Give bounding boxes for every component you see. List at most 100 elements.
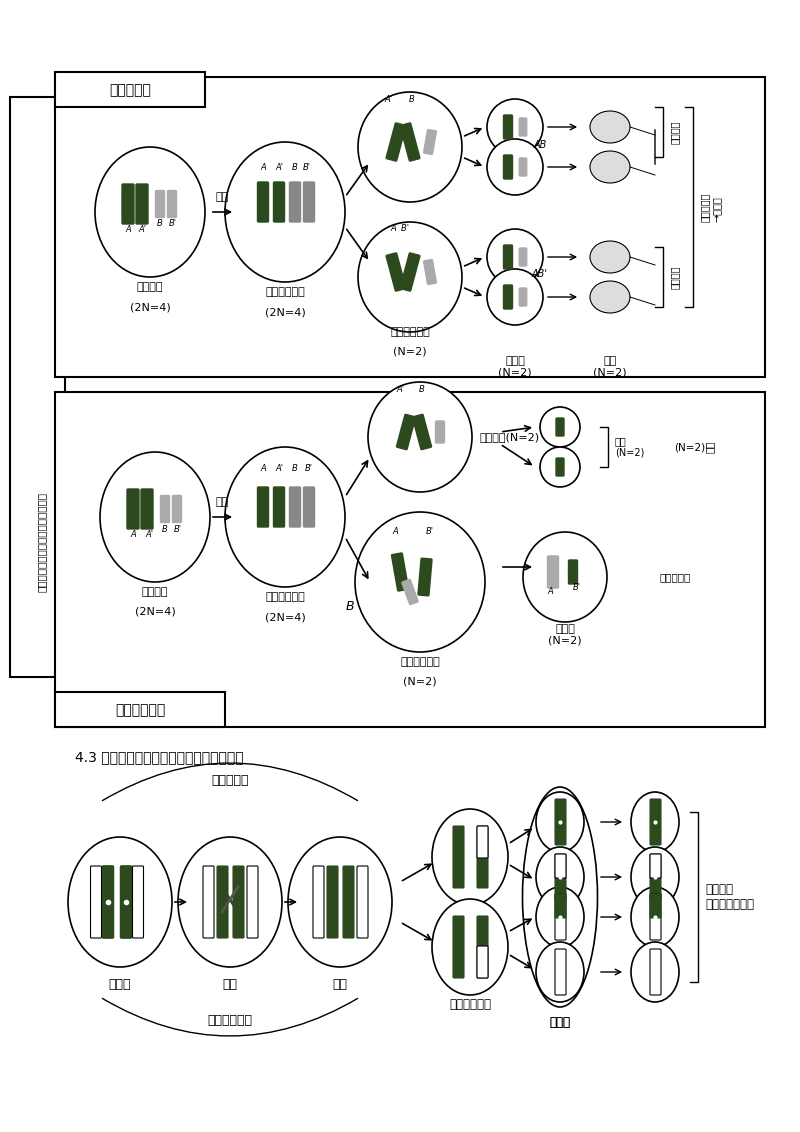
FancyBboxPatch shape: [555, 949, 566, 995]
FancyBboxPatch shape: [556, 418, 564, 436]
Ellipse shape: [487, 229, 543, 285]
FancyBboxPatch shape: [424, 129, 436, 154]
Text: B': B': [305, 464, 313, 473]
FancyBboxPatch shape: [503, 245, 513, 269]
Text: B: B: [162, 524, 168, 533]
FancyBboxPatch shape: [217, 866, 228, 938]
FancyBboxPatch shape: [386, 252, 406, 291]
Text: A: A: [392, 528, 398, 537]
Text: B': B': [303, 163, 311, 172]
FancyBboxPatch shape: [274, 487, 285, 528]
Text: 精细胞: 精细胞: [550, 1015, 570, 1029]
Text: B': B': [169, 220, 177, 229]
FancyBboxPatch shape: [247, 866, 258, 938]
FancyBboxPatch shape: [650, 949, 661, 995]
FancyBboxPatch shape: [133, 866, 143, 938]
Ellipse shape: [432, 809, 508, 904]
Ellipse shape: [68, 837, 172, 967]
Text: 一种卵细胞: 一种卵细胞: [660, 572, 691, 582]
Ellipse shape: [536, 887, 584, 947]
FancyBboxPatch shape: [121, 866, 131, 938]
FancyBboxPatch shape: [55, 72, 205, 108]
FancyBboxPatch shape: [477, 826, 488, 858]
FancyBboxPatch shape: [477, 916, 488, 978]
Text: 次级精母细胞: 次级精母细胞: [390, 327, 430, 337]
Ellipse shape: [432, 899, 508, 995]
Text: 精细胞: 精细胞: [550, 1015, 570, 1029]
FancyBboxPatch shape: [400, 252, 420, 291]
FancyBboxPatch shape: [136, 185, 148, 224]
FancyBboxPatch shape: [313, 866, 324, 938]
Text: B: B: [292, 464, 298, 473]
FancyBboxPatch shape: [453, 916, 464, 978]
Ellipse shape: [536, 792, 584, 852]
FancyBboxPatch shape: [519, 288, 526, 306]
FancyBboxPatch shape: [343, 866, 354, 938]
Ellipse shape: [178, 837, 282, 967]
Ellipse shape: [225, 142, 345, 282]
Text: (2N=4): (2N=4): [265, 612, 306, 621]
Text: 次级卵母细胞: 次级卵母细胞: [400, 657, 440, 667]
Text: 次级精母细胞: 次级精母细胞: [449, 997, 491, 1011]
FancyBboxPatch shape: [274, 182, 285, 222]
FancyBboxPatch shape: [453, 826, 464, 887]
Text: 卵原细胞: 卵原细胞: [142, 588, 168, 597]
Text: 四种精子
（一种卵细胞）: 四种精子 （一种卵细胞）: [705, 883, 754, 911]
FancyBboxPatch shape: [303, 487, 314, 528]
Ellipse shape: [523, 532, 607, 621]
FancyBboxPatch shape: [477, 826, 488, 887]
FancyBboxPatch shape: [167, 190, 177, 217]
Ellipse shape: [536, 847, 584, 907]
FancyBboxPatch shape: [555, 894, 566, 940]
Text: B': B': [174, 524, 182, 533]
FancyBboxPatch shape: [519, 248, 526, 266]
FancyBboxPatch shape: [121, 866, 131, 938]
Text: 精子的形成: 精子的形成: [109, 83, 151, 97]
FancyBboxPatch shape: [10, 97, 65, 677]
Ellipse shape: [225, 447, 345, 588]
FancyBboxPatch shape: [141, 489, 153, 529]
Text: 初级精母细胞: 初级精母细胞: [207, 1013, 253, 1027]
FancyBboxPatch shape: [547, 556, 558, 588]
FancyBboxPatch shape: [650, 894, 661, 918]
Text: A: A: [125, 225, 131, 234]
FancyBboxPatch shape: [258, 182, 269, 222]
Ellipse shape: [631, 887, 679, 947]
Text: A': A': [145, 531, 153, 540]
FancyBboxPatch shape: [556, 458, 564, 475]
FancyBboxPatch shape: [122, 185, 134, 224]
Text: A: A: [547, 588, 553, 597]
FancyBboxPatch shape: [258, 487, 269, 528]
Ellipse shape: [358, 92, 462, 201]
Text: B: B: [292, 163, 298, 172]
Text: 初级卵母细胞: 初级卵母细胞: [265, 592, 305, 602]
Text: 初级精母细胞: 初级精母细胞: [265, 288, 305, 297]
Ellipse shape: [100, 452, 210, 582]
Text: B: B: [346, 600, 354, 614]
FancyBboxPatch shape: [503, 285, 513, 309]
FancyBboxPatch shape: [90, 866, 102, 938]
FancyBboxPatch shape: [303, 182, 314, 222]
FancyBboxPatch shape: [519, 158, 526, 175]
Text: 复制: 复制: [215, 497, 229, 507]
FancyBboxPatch shape: [90, 866, 102, 938]
FancyBboxPatch shape: [555, 894, 566, 918]
FancyBboxPatch shape: [477, 946, 488, 978]
Ellipse shape: [487, 139, 543, 195]
Ellipse shape: [368, 381, 472, 492]
Ellipse shape: [358, 222, 462, 332]
FancyBboxPatch shape: [650, 854, 661, 900]
FancyBboxPatch shape: [391, 552, 409, 591]
Text: 卵细胞的形成: 卵细胞的形成: [115, 703, 165, 717]
Text: A': A': [396, 385, 404, 394]
FancyBboxPatch shape: [650, 799, 661, 844]
Text: AB: AB: [534, 140, 546, 151]
Text: 第一极体(N=2): 第一极体(N=2): [480, 432, 540, 441]
Ellipse shape: [95, 147, 205, 277]
Ellipse shape: [487, 98, 543, 155]
Ellipse shape: [590, 151, 630, 183]
FancyBboxPatch shape: [102, 866, 114, 938]
Ellipse shape: [590, 111, 630, 143]
Text: (N=2): (N=2): [674, 441, 706, 452]
Ellipse shape: [487, 269, 543, 325]
